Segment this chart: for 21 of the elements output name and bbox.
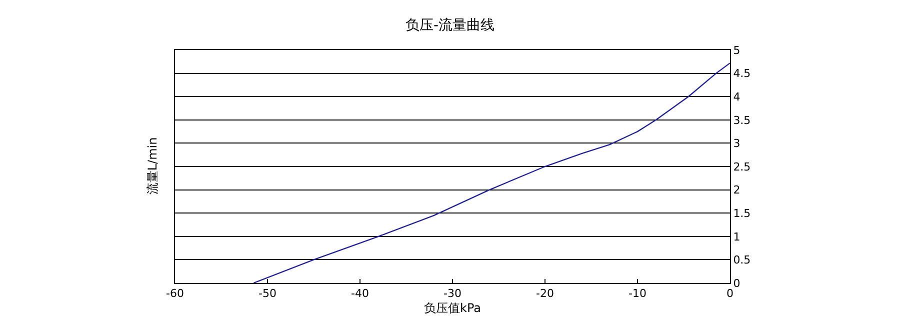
x-axis-title: 负压值kPa [424, 301, 481, 316]
line-series [253, 62, 730, 283]
y-tick-label: 2 [733, 184, 740, 197]
x-tick-label: -30 [444, 287, 462, 300]
y-tick-label: 4.5 [733, 67, 751, 80]
x-tick-label: -60 [166, 287, 184, 300]
x-tick-label: -50 [258, 287, 276, 300]
x-tick-label: -20 [536, 287, 554, 300]
x-tick-label: -40 [351, 287, 369, 300]
chart-title: 负压-流量曲线 [405, 17, 495, 34]
y-tick-label: 2.5 [733, 160, 751, 174]
y-tick-label: 5 [733, 44, 740, 57]
y-tick-label: 0 [733, 276, 740, 290]
y-tick-label: 0.5 [733, 254, 751, 267]
y-tick-label: 3 [733, 137, 740, 150]
y-tick-label: 1.5 [733, 206, 751, 220]
y-tick-label: 4 [733, 90, 740, 104]
x-tick-label: -10 [628, 287, 646, 300]
y-axis-title: 流量L/min [146, 137, 160, 195]
y-tick-label: 1 [733, 230, 740, 244]
y-tick-label: 3.5 [733, 114, 751, 127]
